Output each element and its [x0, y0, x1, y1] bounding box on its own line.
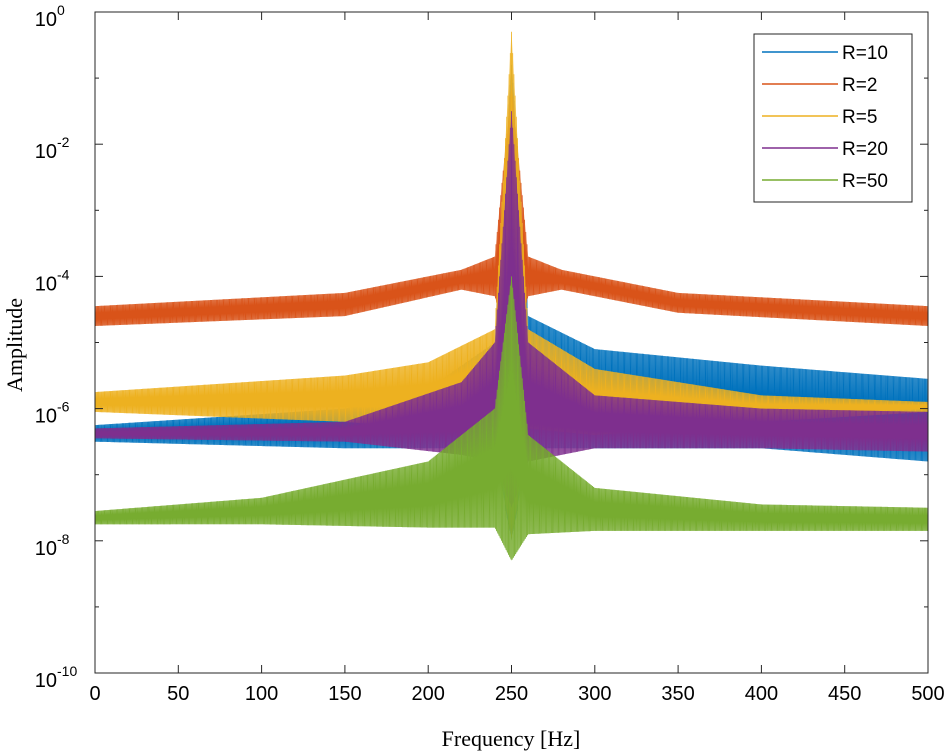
- x-tick-label: 0: [89, 683, 100, 705]
- legend-item: R=10: [762, 43, 888, 64]
- x-tick-label: 200: [412, 683, 445, 705]
- y-tick-exponent: -4: [57, 266, 70, 282]
- x-tick-label: 350: [661, 683, 694, 705]
- y-tick-base: 10: [35, 406, 57, 428]
- y-tick-base: 10: [35, 141, 57, 163]
- x-tick-label: 50: [167, 683, 189, 705]
- series-line: [94, 276, 929, 560]
- legend-box: [753, 33, 913, 203]
- x-tick-label: 500: [911, 683, 944, 705]
- y-tick-base: 10: [35, 9, 57, 31]
- plot-frame: [94, 11, 929, 674]
- y-tick-label: 10 0: [35, 2, 65, 31]
- series-line: [94, 111, 929, 507]
- legend-item: R=2: [762, 75, 877, 96]
- legend-item: R=50: [762, 171, 888, 192]
- legend-label: R=50: [842, 171, 888, 192]
- legend-label: R=10: [842, 43, 888, 64]
- legend-label: R=20: [842, 139, 888, 160]
- x-tick-label: 150: [328, 683, 361, 705]
- x-tick-label: 300: [578, 683, 611, 705]
- x-tick-label: 450: [828, 683, 861, 705]
- legend-label: R=5: [842, 107, 877, 128]
- legend-item: R=5: [762, 107, 877, 128]
- x-tick-label: 250: [495, 683, 528, 705]
- y-tick-exponent: 0: [57, 2, 65, 18]
- y-tick-base: 10: [35, 538, 57, 560]
- y-tick-label: 10 -4: [35, 266, 70, 295]
- legend-label: R=2: [842, 75, 877, 96]
- x-tick-label: 400: [745, 683, 778, 705]
- y-axis-title: Amplitude: [2, 298, 27, 392]
- x-tick-label: 100: [245, 683, 278, 705]
- x-tick-labels: 0 50 100 150 200 250 300 350 400 450 500: [89, 683, 944, 705]
- y-tick-exponent: -6: [57, 399, 70, 415]
- y-tick-label: 10 -8: [35, 531, 70, 560]
- y-tick-exponent: -8: [57, 531, 70, 547]
- y-tick-base: 10: [35, 670, 57, 692]
- y-tick-base: 10: [35, 273, 57, 295]
- y-tick-label: 10 -6: [35, 399, 70, 428]
- series-r-50: [94, 276, 929, 561]
- series-layer: [94, 31, 929, 561]
- y-tick-exponent: -2: [57, 134, 70, 150]
- legend-item: R=20: [762, 139, 888, 160]
- legend: R=10 R=2 R=5 R=20 R=50: [753, 33, 913, 203]
- y-tick-label: 10 -10: [35, 663, 78, 692]
- y-tick-label: 10 -2: [35, 134, 70, 163]
- y-tick-exponent: -10: [57, 663, 77, 679]
- x-axis-title: Frequency [Hz]: [442, 726, 581, 751]
